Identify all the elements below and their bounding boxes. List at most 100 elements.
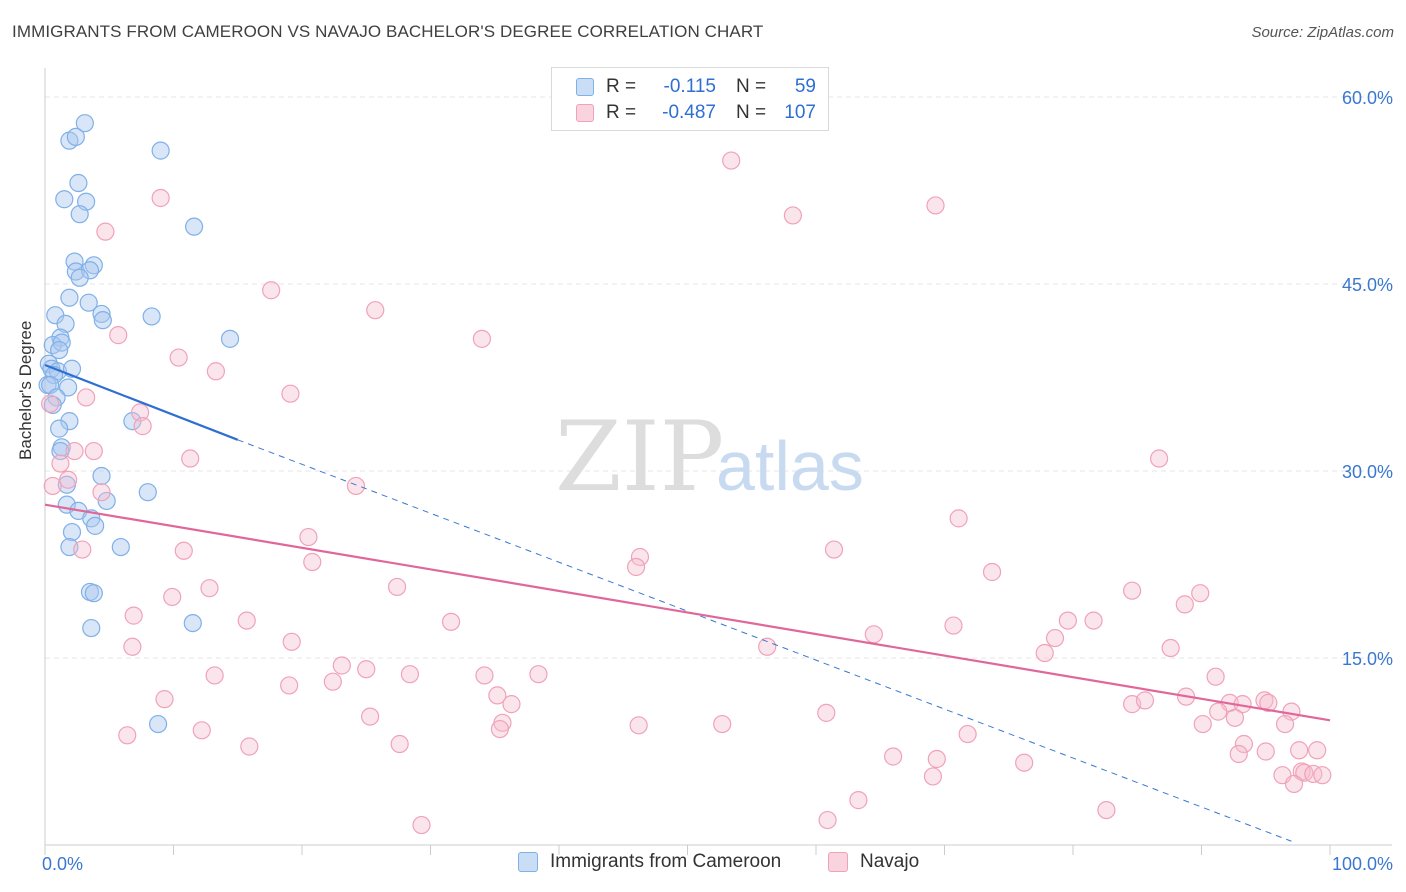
navajo-point <box>1290 741 1309 760</box>
navajo-point <box>400 665 420 684</box>
navajo-point <box>262 281 281 300</box>
correlation-legend: R = -0.115 N = 59 R = -0.487 N = 107 <box>551 67 829 131</box>
cameroon-point <box>56 314 75 333</box>
navajo-point <box>282 632 301 651</box>
navajo-point <box>1229 744 1248 764</box>
navajo-point <box>982 562 1002 582</box>
navajo-point <box>109 326 128 345</box>
legend-item-navajo[interactable]: Navajo <box>828 851 919 873</box>
navajo-point <box>1275 714 1295 734</box>
chart-title: IMMIGRANTS FROM CAMEROON VS NAVAJO BACHE… <box>12 22 764 41</box>
navajo-point <box>387 577 407 597</box>
navajo-point <box>412 815 431 835</box>
navajo-point <box>299 527 318 547</box>
cameroon-point <box>55 190 74 209</box>
navajo-point <box>1284 774 1304 794</box>
navajo-point <box>1259 693 1278 712</box>
cameroon-point <box>59 378 78 397</box>
series-navajo <box>41 151 1332 835</box>
navajo-point <box>1206 667 1225 686</box>
navajo-point <box>346 476 366 496</box>
legend-n-label: N = <box>736 76 767 97</box>
legend-item-cameroon[interactable]: Immigrants from Cameroon <box>518 851 781 873</box>
navajo-point <box>502 695 521 714</box>
cameroon-point <box>52 333 71 352</box>
navajo-point <box>92 483 111 502</box>
cameroon-point <box>92 304 111 324</box>
cameroon-point <box>60 288 79 307</box>
navajo-point <box>1161 638 1180 658</box>
cameroon-point <box>70 205 89 224</box>
navajo-point <box>1035 643 1054 663</box>
tick-labels: 15.0% 30.0% 45.0% 60.0% 0.0% 100.0% <box>42 88 1393 874</box>
navajo-point <box>1175 595 1194 614</box>
cameroon-point <box>69 173 88 193</box>
cameroon-point <box>220 329 240 348</box>
navajo-point <box>51 454 70 473</box>
navajo-point <box>357 660 376 679</box>
series-cameroon <box>38 114 240 734</box>
cameroon-point <box>184 217 204 236</box>
y-axis-label: Bachelor's Degree <box>16 320 35 460</box>
navajo-point <box>958 724 977 744</box>
watermark: ZIP atlas <box>555 401 864 513</box>
navajo-point <box>163 587 182 607</box>
cameroon-point <box>148 714 168 734</box>
navajo-point <box>1191 584 1210 603</box>
legend-swatch-navajo <box>576 104 594 122</box>
navajo-point <box>84 441 103 461</box>
navajo-point <box>77 388 96 407</box>
navajo-point <box>118 726 137 745</box>
cameroon-point <box>84 584 103 603</box>
navajo-point <box>1123 581 1142 600</box>
legend-swatch-cameroon <box>576 78 594 96</box>
navajo-trend-line <box>44 503 1331 722</box>
navajo-point <box>1097 800 1116 820</box>
navajo-point <box>43 476 62 496</box>
legend-n-label: N = <box>736 102 767 123</box>
navajo-point <box>41 394 60 413</box>
navajo-point <box>944 616 963 635</box>
cameroon-point <box>82 618 101 638</box>
cameroon-point <box>151 141 170 160</box>
navajo-point <box>1234 734 1254 754</box>
navajo-point <box>206 362 226 381</box>
navajo-point <box>475 666 494 685</box>
navajo-point <box>1225 708 1245 727</box>
y-tick-label: 30.0% <box>1342 462 1393 482</box>
x-tick-label: 0.0% <box>42 854 83 874</box>
cameroon-point <box>80 261 100 280</box>
navajo-point <box>713 714 732 734</box>
navajo-point <box>626 557 646 577</box>
navajo-point <box>73 540 92 559</box>
navajo-point <box>303 552 322 572</box>
navajo-point <box>169 348 188 367</box>
legend-swatch-navajo <box>828 852 848 872</box>
axes <box>44 68 1392 855</box>
navajo-point <box>864 625 883 644</box>
navajo-point <box>488 686 507 705</box>
navajo-point <box>722 151 741 170</box>
cameroon-point <box>111 537 130 557</box>
navajo-point <box>1256 742 1275 761</box>
navajo-point <box>824 540 844 559</box>
legend-r-value: -0.115 <box>663 76 716 97</box>
navajo-point <box>280 676 299 695</box>
navajo-point <box>783 206 802 225</box>
navajo-point <box>240 737 259 756</box>
navajo-point <box>629 716 648 735</box>
y-tick-label: 15.0% <box>1342 649 1393 669</box>
navajo-point <box>65 441 84 461</box>
navajo-point <box>630 547 650 567</box>
cameroon-point <box>79 293 98 312</box>
navajo-point <box>1135 691 1155 710</box>
navajo-point <box>441 612 461 631</box>
legend-label-cameroon: Immigrants from Cameroon <box>550 851 782 872</box>
trend-lines <box>44 364 1331 842</box>
navajo-point <box>366 301 385 320</box>
cameroon-point <box>142 307 161 326</box>
cameroon-point <box>62 522 82 542</box>
watermark-zip: ZIP <box>555 401 724 513</box>
cameroon-point <box>92 466 111 486</box>
